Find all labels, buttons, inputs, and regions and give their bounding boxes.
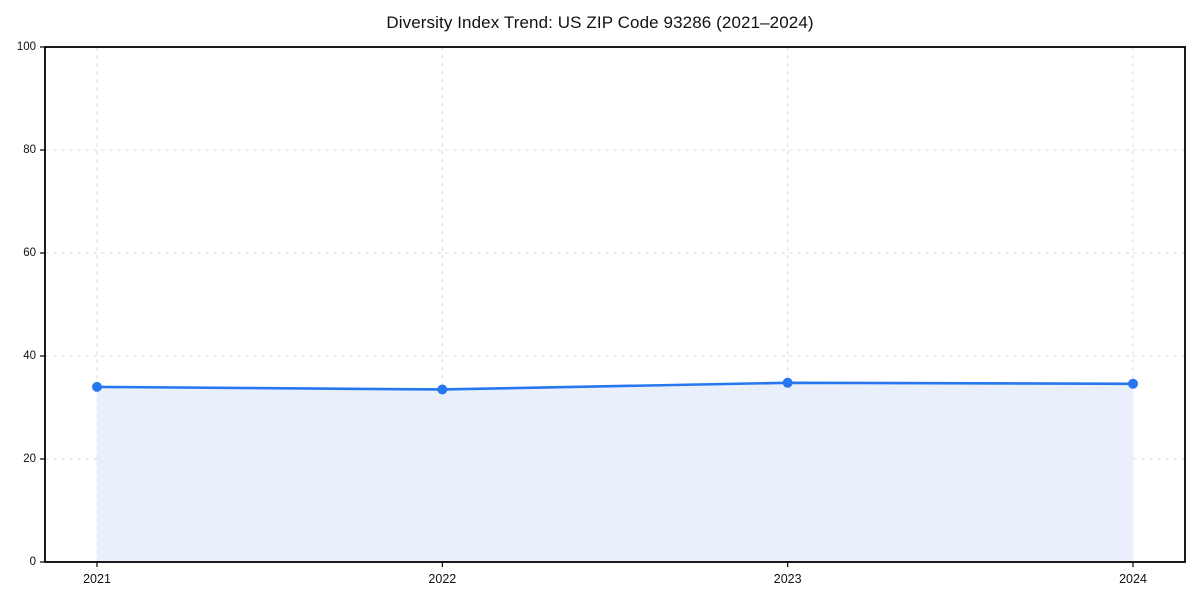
y-tick-label: 80 (23, 144, 36, 156)
y-tick-label: 0 (30, 556, 36, 568)
x-tick-label: 2023 (774, 572, 802, 586)
plot-border (44, 46, 1186, 563)
y-tick-label: 100 (17, 41, 36, 53)
area-fill (97, 382, 1133, 562)
y-tick-label: 60 (23, 247, 36, 259)
x-tick-label: 2021 (83, 572, 111, 586)
data-point (92, 381, 102, 392)
data-point (437, 384, 448, 395)
y-tick-label: 40 (23, 350, 36, 362)
x-tick-label: 2024 (1119, 572, 1147, 586)
data-point (782, 377, 793, 388)
data-point (1128, 378, 1138, 389)
trend-line (95, 381, 1135, 391)
chart-title: Diversity Index Trend: US ZIP Code 93286… (386, 13, 814, 32)
y-tick-label: 20 (23, 453, 36, 465)
x-tick-label: 2022 (428, 572, 456, 586)
